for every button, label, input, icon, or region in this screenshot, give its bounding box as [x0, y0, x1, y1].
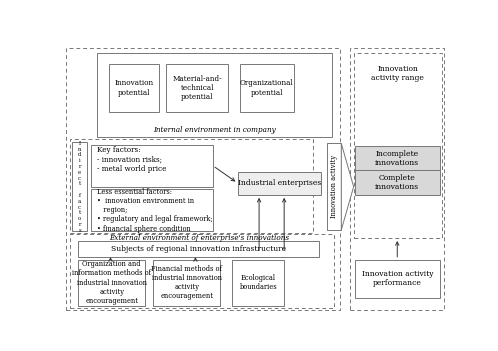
- Bar: [72, 142, 87, 231]
- Bar: [91, 190, 213, 231]
- Bar: [70, 234, 334, 308]
- Bar: [238, 172, 321, 195]
- Text: Financial methods of
industrial innovation
activity
encouragement: Financial methods of industrial innovati…: [151, 265, 222, 300]
- Bar: [232, 260, 284, 306]
- Text: Innovation
potential: Innovation potential: [114, 79, 153, 97]
- Text: Ecological
boundaries: Ecological boundaries: [240, 274, 277, 291]
- Text: Complete
innovations: Complete innovations: [375, 174, 419, 191]
- Text: Innovation activity: Innovation activity: [330, 155, 338, 218]
- Bar: [355, 260, 440, 298]
- Text: Incomplete
innovations: Incomplete innovations: [375, 150, 419, 167]
- Bar: [97, 53, 333, 137]
- Text: Organization and
information methods of
industrial innovation
activity
encourage: Organization and information methods of …: [72, 260, 151, 305]
- Bar: [350, 47, 444, 310]
- Bar: [66, 47, 340, 310]
- Bar: [355, 171, 440, 195]
- Text: Organizational
potential: Organizational potential: [240, 79, 294, 97]
- Polygon shape: [341, 144, 354, 230]
- Bar: [354, 53, 442, 238]
- Bar: [109, 64, 159, 112]
- Bar: [166, 64, 228, 112]
- Text: Innovation activity
performance: Innovation activity performance: [362, 270, 433, 287]
- Text: Innovation
activity range: Innovation activity range: [371, 65, 424, 82]
- Bar: [240, 64, 294, 112]
- Text: Material-and-
technical
potential: Material-and- technical potential: [172, 75, 222, 101]
- Bar: [153, 260, 221, 306]
- Text: Key factors:
- innovation risks;
- metal world price: Key factors: - innovation risks; - metal…: [97, 146, 166, 173]
- Bar: [91, 145, 213, 187]
- Text: Subjects of regional innovation infrastructure: Subjects of regional innovation infrastr…: [111, 245, 286, 253]
- Text: Internal environment in company: Internal environment in company: [153, 126, 276, 134]
- Text: Industrial enterprises: Industrial enterprises: [238, 179, 321, 187]
- Text: I
n
d
i
r
e
c
t

f
a
c
t
o
r
s: I n d i r e c t f a c t o r s: [78, 141, 81, 233]
- Text: Less essential factors:
•  innovation environment in
   region;
• regulatory and: Less essential factors: • innovation env…: [97, 188, 213, 233]
- Bar: [78, 241, 319, 257]
- Text: External environment of enterprise's innovations: External environment of enterprise's inn…: [109, 234, 289, 242]
- Bar: [70, 139, 313, 233]
- Bar: [327, 144, 341, 230]
- Bar: [78, 260, 145, 306]
- Bar: [355, 146, 440, 171]
